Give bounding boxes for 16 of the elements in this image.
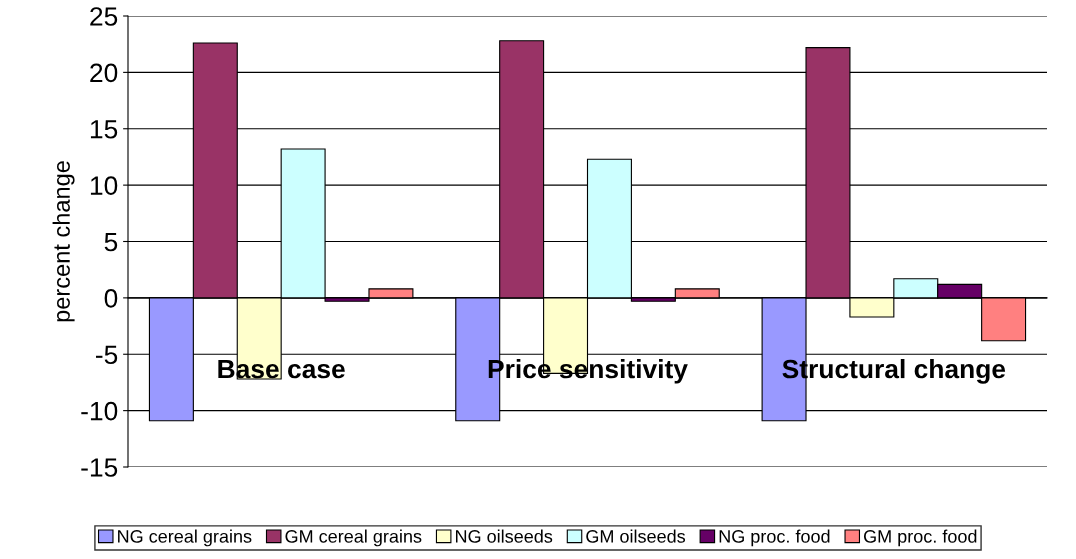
y-tick-label: 25 — [90, 7, 118, 26]
y-tick-label: -5 — [95, 345, 118, 365]
y-tick-label: -10 — [81, 401, 118, 421]
y-tick-label: 5 — [104, 232, 118, 252]
y-tick-label: 10 — [90, 176, 118, 195]
legend-label: GM proc. food — [863, 529, 977, 547]
y-tick-label: 0 — [104, 289, 118, 308]
y-tick-label: 20 — [90, 63, 118, 83]
legend-label: NG oilseeds — [455, 529, 553, 543]
legend-label: GM oilseeds — [586, 529, 686, 543]
legend-label: GM cereal grains — [285, 529, 422, 547]
y-tick-label: -15 — [81, 458, 118, 477]
legend-label: NG proc. food — [719, 529, 830, 547]
y-tick-label: 15 — [90, 120, 118, 139]
y-axis-title: percent change — [52, 161, 75, 322]
legend-label: NG cereal grains — [118, 529, 252, 547]
